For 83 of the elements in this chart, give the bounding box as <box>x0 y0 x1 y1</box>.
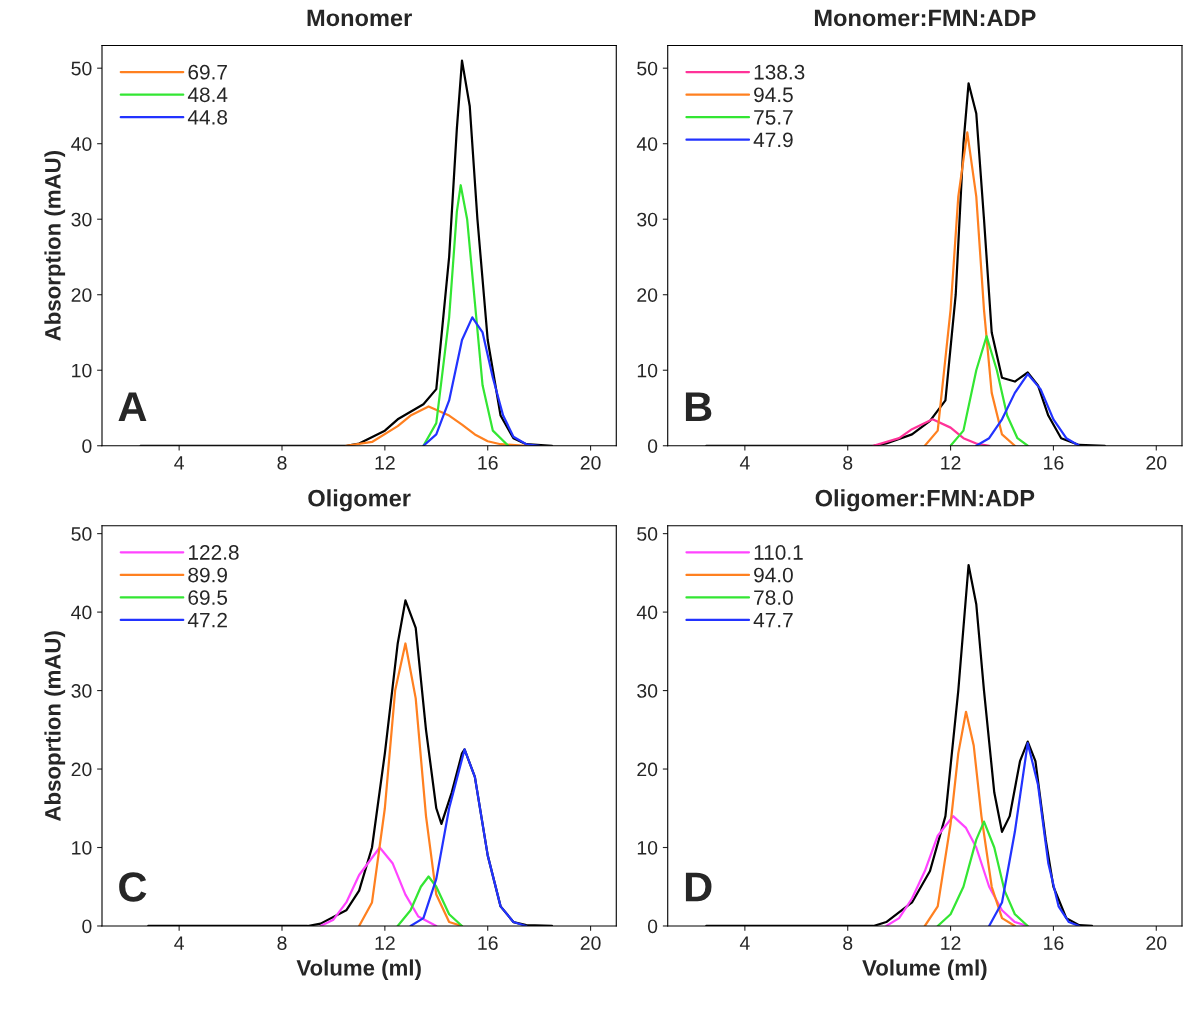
y-tick-label: 20 <box>71 288 92 302</box>
line-series <box>422 184 510 446</box>
y-axis-title: Absoprtion (mAU) <box>44 631 66 821</box>
legend-label: 47.9 <box>753 132 793 148</box>
x-tick-label: 12 <box>375 455 395 470</box>
legend-label: 122.8 <box>189 545 239 560</box>
x-tick-label: 16 <box>1044 455 1064 470</box>
line-series <box>409 748 528 926</box>
line-series <box>923 131 1016 446</box>
y-tick-label: 0 <box>82 439 92 453</box>
y-tick-label: 30 <box>637 212 658 227</box>
x-tick-label: 16 <box>478 455 498 470</box>
x-tick-label: 4 <box>739 936 750 950</box>
chart-title: Monomer <box>307 9 412 27</box>
legend-label: 89.9 <box>188 567 227 583</box>
x-tick-label: 12 <box>375 936 395 950</box>
x-tick-label: 16 <box>1044 936 1064 950</box>
line-series <box>396 875 464 926</box>
y-tick-label: 10 <box>72 363 92 378</box>
y-tick-label: 20 <box>637 762 658 777</box>
y-tick-label: 40 <box>71 137 92 151</box>
x-axis-title: Volume (ml) <box>862 959 987 981</box>
x-tick-label: 8 <box>277 455 287 470</box>
legend-label: 75.7 <box>754 110 793 125</box>
chart-title: Oligomer:FMN:ADP <box>815 489 1035 512</box>
y-tick-label: 0 <box>82 919 92 934</box>
chart-title: Monomer:FMN:ADP <box>814 9 1036 27</box>
x-tick-label: 8 <box>843 936 853 950</box>
legend-label: 48.4 <box>187 87 228 103</box>
y-tick-label: 40 <box>636 137 658 151</box>
y-tick-label: 0 <box>647 439 658 453</box>
y-tick-label: 10 <box>72 840 92 855</box>
line-series <box>422 316 541 446</box>
line-series <box>936 820 1029 926</box>
legend-label: 44.8 <box>187 109 228 125</box>
y-tick-label: 10 <box>637 840 658 855</box>
y-tick-label: 20 <box>637 288 658 302</box>
x-tick-label: 4 <box>174 456 184 470</box>
legend-label: 69.7 <box>188 64 227 80</box>
y-tick-label: 0 <box>647 919 658 934</box>
annotation: D <box>685 872 712 902</box>
x-tick-label: 16 <box>478 936 498 950</box>
legend-label: 110.1 <box>754 545 803 560</box>
y-tick-label: 10 <box>637 363 658 378</box>
annotation: B <box>685 392 712 422</box>
line-series <box>923 710 1016 926</box>
line-series <box>975 372 1081 446</box>
x-tick-label: 8 <box>843 455 853 470</box>
legend-label: 138.3 <box>754 64 805 80</box>
line-series <box>949 335 1029 446</box>
line-series <box>988 742 1081 926</box>
x-axis-title: Volume (ml) <box>296 959 421 981</box>
x-tick-label: 12 <box>941 936 961 950</box>
legend-label: 47.7 <box>753 612 793 628</box>
y-tick-label: 50 <box>71 61 92 76</box>
y-tick-label: 30 <box>71 212 92 227</box>
x-tick-label: 4 <box>174 936 184 950</box>
annotation: A <box>118 392 147 422</box>
y-tick-label: 50 <box>637 61 658 76</box>
y-tick-label: 50 <box>71 527 92 541</box>
legend-label: 94.0 <box>754 567 793 583</box>
x-tick-label: 20 <box>1146 455 1167 470</box>
line-series <box>872 418 991 446</box>
legend-label: 47.2 <box>187 612 227 628</box>
y-tick-label: 40 <box>636 605 658 620</box>
line-series <box>319 846 438 926</box>
x-tick-label: 20 <box>580 936 601 950</box>
y-tick-label: 40 <box>71 605 92 620</box>
y-tick-label: 20 <box>71 762 92 777</box>
x-tick-label: 20 <box>580 455 601 470</box>
y-tick-label: 50 <box>637 527 658 541</box>
legend-label: 78.0 <box>754 590 793 605</box>
y-tick-label: 30 <box>71 684 92 698</box>
annotation: C <box>119 872 147 902</box>
chart-title: Oligomer <box>308 489 411 512</box>
y-tick-label: 30 <box>637 684 658 698</box>
legend-label: 69.5 <box>188 590 228 605</box>
x-tick-label: 8 <box>277 936 287 950</box>
y-axis-title: Absorption (mAU) <box>44 151 66 341</box>
x-tick-label: 4 <box>739 456 750 470</box>
legend-label: 94.5 <box>754 87 793 103</box>
x-tick-label: 20 <box>1146 936 1167 950</box>
x-tick-label: 12 <box>941 455 961 470</box>
